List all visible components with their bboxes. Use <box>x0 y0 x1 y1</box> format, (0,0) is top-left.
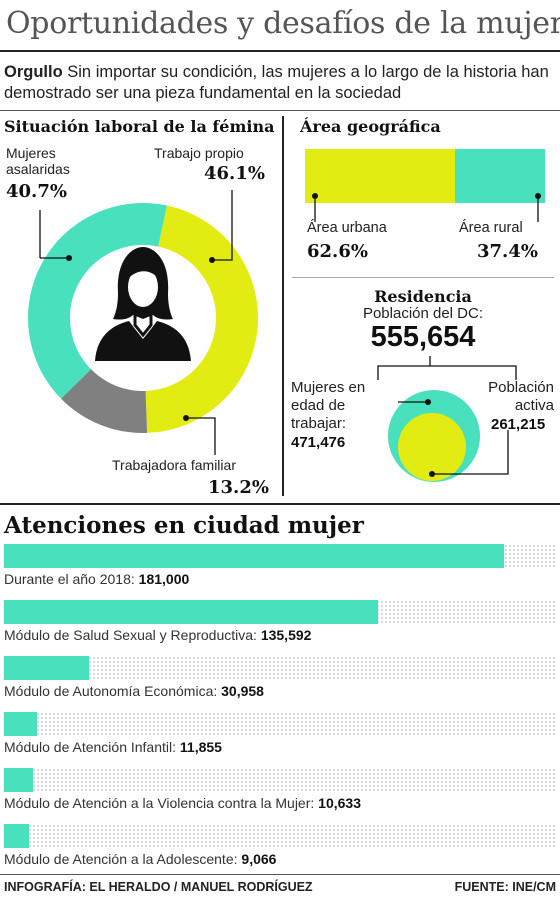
slice-pct-familiar: 13.2% <box>208 477 269 498</box>
leader-dot-familiar <box>183 415 189 421</box>
slice-pct-asalariadas: 40.7% <box>6 181 67 202</box>
footer: INFOGRAFÍA: EL HERALDO / MANUEL RODRÍGUE… <box>4 880 556 894</box>
intro-text: Orgullo Sin importar su condición, las m… <box>4 62 556 104</box>
geo-pct-urban: 62.6% <box>307 241 368 262</box>
bar-fill <box>4 656 89 680</box>
bar-label: Módulo de Atención Infantil: 11,855 <box>4 739 222 755</box>
geo-pct-rural: 37.4% <box>477 241 538 262</box>
leader-dot-propio <box>209 257 215 263</box>
bar-fill <box>4 544 504 568</box>
geo-label-urban: Área urbana <box>307 220 387 236</box>
footer-source: FUENTE: INE/CM <box>454 880 556 894</box>
intro-lead: Orgullo <box>4 63 63 81</box>
slice-trabajo-propio <box>144 205 258 433</box>
bar-label: Módulo de Atención a la Violencia contra… <box>4 795 361 811</box>
slice-pct-propio: 46.1% <box>204 163 265 184</box>
donut-title: Situación laboral de la fémina <box>4 117 275 136</box>
bar-value: 11,855 <box>179 739 222 755</box>
geo-stacked-bar <box>305 149 545 203</box>
bar-track <box>4 656 556 680</box>
slice-label-propio: Trabajo propio <box>154 145 244 161</box>
woman-silhouette-icon <box>95 247 191 361</box>
bar-label: Módulo de Atención a la Adolescente: 9,0… <box>4 851 277 867</box>
atenciones-title: Atenciones en ciudad mujer <box>4 512 364 539</box>
bar-value: 181,000 <box>138 571 190 587</box>
residencia-total: 555,654 <box>370 321 476 353</box>
page-title: Oportunidades y desafíos de la mujer <box>6 6 560 41</box>
bar-fill <box>4 712 37 736</box>
intro-divider <box>0 110 560 111</box>
bar-track <box>4 768 556 792</box>
slice-label-familiar: Trabajadora familiar <box>112 457 236 473</box>
bubble-value-activa: 261,215 <box>491 416 546 433</box>
bar-value: 10,633 <box>318 795 361 811</box>
residencia-subtitle: Población del DC: <box>362 305 484 322</box>
column-divider <box>282 116 284 496</box>
geo-bar-urban <box>305 149 456 203</box>
bar-label: Módulo de Autonomía Económica: 30,958 <box>4 683 264 699</box>
geo-label-rural: Área rural <box>459 220 523 236</box>
bubble-label-mujeres: Mujeres en edad de trabajar: <box>291 379 366 432</box>
bubble-value-mujeres: 471,476 <box>291 434 346 451</box>
geo-leaders <box>312 193 541 222</box>
bar-track <box>4 712 556 736</box>
slice-mujeres-asalariadas <box>28 203 167 399</box>
bar-fill <box>4 768 33 792</box>
intro-body: Sin importar su condición, las mujeres a… <box>4 63 549 102</box>
leader-familiar <box>186 417 216 455</box>
residencia-bracket <box>377 365 517 380</box>
section-divider <box>0 503 560 505</box>
footer-credit: INFOGRAFÍA: EL HERALDO / MANUEL RODRÍGUE… <box>4 880 313 894</box>
bar-track <box>4 824 556 848</box>
leader-propio <box>212 190 233 261</box>
slice-trabajadora-familiar <box>61 368 148 433</box>
bubble-activa <box>398 413 466 481</box>
residencia-bubbles <box>377 356 517 482</box>
bar-fill <box>4 600 378 624</box>
right-column-divider <box>292 277 554 278</box>
bar-value: 9,066 <box>241 851 277 867</box>
residencia-title: Residencia <box>374 287 472 306</box>
bar-value: 135,592 <box>260 627 312 643</box>
bar-value: 30,958 <box>221 683 264 699</box>
geo-title: Área geográfica <box>300 117 441 136</box>
bar-fill <box>4 824 29 848</box>
geo-bar-rural <box>455 149 545 203</box>
title-divider <box>0 50 560 52</box>
bar-label: Durante el año 2018: 181,000 <box>4 571 190 587</box>
slice-label-asalariadas: Mujeres asalaridas <box>6 145 70 177</box>
bar-label: Módulo de Salud Sexual y Reproductiva: 1… <box>4 627 312 643</box>
footer-divider <box>0 874 560 875</box>
bubble-label-activa: Población activa <box>488 379 554 414</box>
